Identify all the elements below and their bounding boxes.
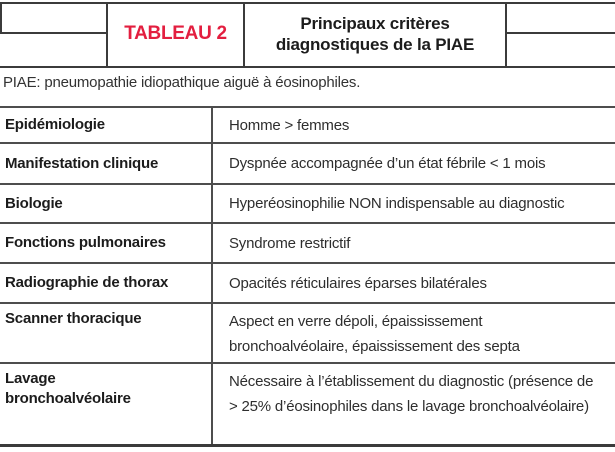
- table-row: Lavage bronchoalvéolaire Nécessaire à l’…: [0, 362, 615, 444]
- row-value: Hyperéosinophilie NON indispensable au d…: [229, 195, 565, 212]
- row-label: Radiographie de thorax: [0, 264, 213, 302]
- table-title-cell: Principaux critères diagnostiques de la …: [245, 2, 507, 66]
- row-value: Opacités réticulaires éparses bilatérale…: [229, 274, 487, 292]
- row-label: Manifestation clinique: [0, 144, 213, 183]
- table-row: Fonctions pulmonaires Syndrome restricti…: [0, 222, 615, 262]
- row-label: Fonctions pulmonaires: [0, 224, 213, 262]
- row-value: Dyspnée accompagnée d’un état fébrile < …: [229, 155, 546, 172]
- header-top-rule: [0, 2, 615, 4]
- row-value: Syndrome restrictif: [229, 234, 351, 252]
- header-bottom-rule: [0, 66, 615, 68]
- criteria-table: Epidémiologie Homme > femmes Manifestati…: [0, 106, 615, 447]
- row-label: Scanner thoracique: [0, 304, 213, 362]
- table-row: Radiographie de thorax Opacités réticula…: [0, 262, 615, 302]
- row-label: Epidémiologie: [0, 108, 213, 142]
- abbreviation-note: PIAE: pneumopathie idiopathique aiguë à …: [3, 74, 361, 91]
- table-title-line2: diagnostiques de la PIAE: [275, 35, 475, 54]
- table-row: Manifestation clinique Dyspnée accompagn…: [0, 142, 615, 183]
- row-value: Homme > femmes: [229, 116, 350, 134]
- header-right-mid-rule: [507, 32, 615, 34]
- row-value: Aspect en verre dépoli, épaississement b…: [229, 313, 520, 355]
- table-number-label: TABLEAU 2: [124, 23, 227, 44]
- table-row: Epidémiologie Homme > femmes: [0, 106, 615, 142]
- table-row: Scanner thoracique Aspect en verre dépol…: [0, 302, 615, 362]
- table-row: Biologie Hyperéosinophilie NON indispens…: [0, 183, 615, 222]
- table-title-line1: Principaux critères: [300, 14, 450, 33]
- row-label: Biologie: [0, 185, 213, 222]
- header-left-tick: [0, 2, 2, 34]
- header-left-mid-rule: [0, 32, 106, 34]
- table-number-cell: TABLEAU 2: [106, 2, 245, 66]
- row-label: Lavage bronchoalvéolaire: [0, 364, 213, 444]
- row-value: Nécessaire à l’établissement du diagnost…: [229, 373, 594, 415]
- row-label-text: Lavage bronchoalvéolaire: [5, 370, 131, 407]
